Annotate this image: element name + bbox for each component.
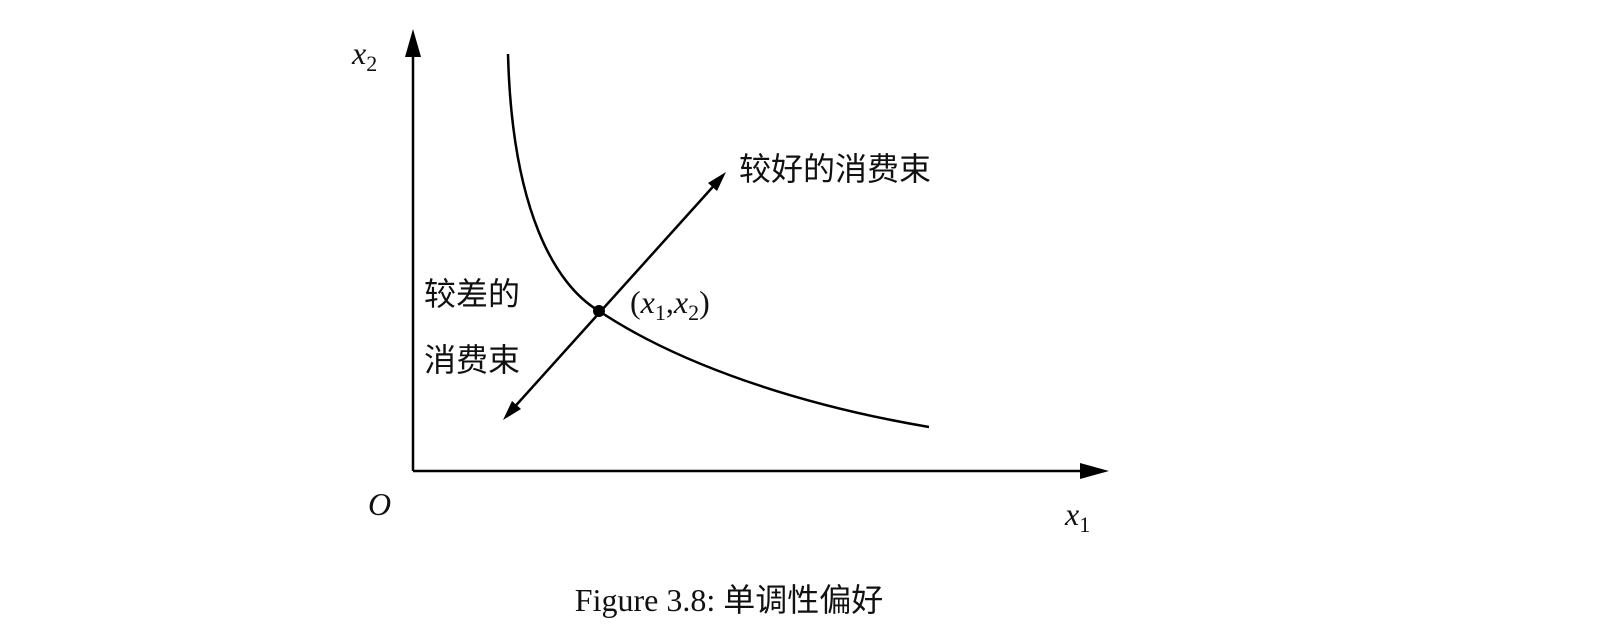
caption: Figure 3.8: 单调性偏好 (575, 582, 883, 618)
y-axis-arrow (405, 29, 421, 57)
x-axis-label: x1 (1064, 496, 1090, 537)
arrow-up (708, 172, 726, 191)
direction-line (509, 179, 720, 413)
indifference-curve (506, 53, 930, 429)
point-label: (x1,x2) (630, 284, 710, 325)
worse-label: 消费束 (424, 342, 520, 378)
origin-label: O (368, 486, 391, 522)
arrow-down (503, 401, 521, 420)
y-axis-label: x2 (351, 35, 377, 76)
bundle-point (593, 305, 605, 317)
x-axis-arrow (1080, 463, 1109, 479)
worse-label: 较差的 (424, 276, 520, 312)
better-label: 较好的消费束 (739, 151, 931, 187)
